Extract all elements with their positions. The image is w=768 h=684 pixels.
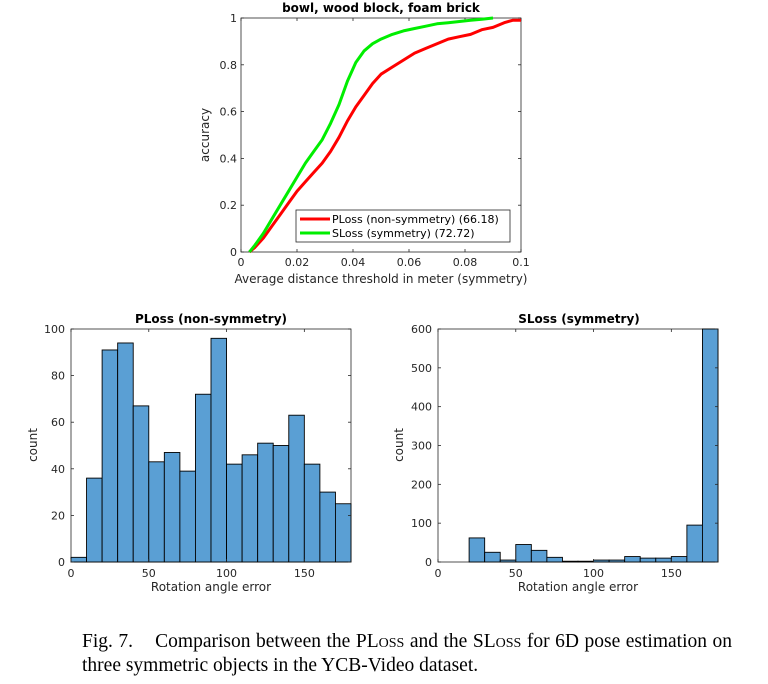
caption-label: Fig. 7.: [82, 631, 134, 652]
y-tick-label: 0: [58, 556, 65, 569]
histogram-bar: [226, 463, 243, 563]
x-tick-label: 0: [238, 256, 245, 269]
plot-area: [437, 328, 719, 563]
y-axis-label: count: [392, 428, 406, 462]
y-tick-label: 40: [51, 463, 65, 476]
histogram-bar: [686, 524, 703, 563]
caption-text-2: and the: [404, 631, 473, 652]
histogram-bar: [515, 544, 532, 563]
y-tick-label: 100: [411, 517, 432, 530]
legend-entry-ploss: PLoss (non-symmetry) (66.18): [332, 213, 499, 226]
figure-caption: Fig. 7. Comparison between the PLoss and…: [82, 630, 732, 678]
accuracy-line-chart: bowl, wood block, foam brick 0 0.02 0.04 0.…: [198, 1, 530, 286]
y-tick-label: 300: [411, 440, 432, 453]
histogram-bar: [608, 559, 626, 563]
y-tick-label: 0.8: [220, 59, 238, 72]
histogram-bar: [577, 560, 595, 563]
y-tick-label: 0: [230, 246, 237, 259]
histogram-bar: [303, 463, 321, 563]
chart-title: PLoss (non-symmetry): [135, 312, 287, 326]
x-tick-label: 150: [294, 567, 315, 580]
x-tick-label: 150: [661, 567, 682, 580]
y-tick-label: 500: [411, 362, 432, 375]
y-axis-label: accuracy: [198, 108, 212, 162]
ploss-histogram: PLoss (non-symmetry) 0 50 100 150 0 20 40 60 80 1…: [26, 312, 352, 594]
caption-text-3: for 6D pose estimation on three symmetri…: [82, 631, 733, 676]
histogram-bar: [117, 342, 134, 563]
histogram-bar: [334, 503, 352, 563]
legend-entry-sloss: SLoss (symmetry) (72.72): [332, 227, 475, 240]
histogram-bar: [484, 551, 501, 563]
y-tick-label: 200: [411, 478, 432, 491]
chart-title: bowl, wood block, foam brick: [282, 1, 481, 15]
y-tick-label: 0.2: [220, 199, 238, 212]
histogram-bar: [163, 452, 181, 563]
histogram-bar: [530, 549, 548, 563]
histogram-bar: [210, 337, 228, 563]
y-tick-label: 100: [44, 323, 65, 336]
y-tick-label: 600: [411, 323, 432, 336]
histogram-bar: [655, 557, 672, 563]
x-tick-label: 50: [509, 567, 523, 580]
y-tick-label: 0.6: [220, 106, 238, 119]
chart-title: SLoss (symmetry): [518, 312, 640, 326]
histogram-bar: [132, 405, 150, 563]
x-tick-label: 0.06: [397, 256, 422, 269]
y-tick-label: 0: [425, 556, 432, 569]
histogram-bar: [319, 491, 336, 563]
histogram-bar: [179, 470, 196, 563]
histogram-bar: [194, 393, 212, 563]
histogram-bar: [624, 556, 641, 563]
caption-ploss: PLoss: [355, 631, 405, 652]
y-tick-label: 400: [411, 401, 432, 414]
histogram-bar: [639, 557, 657, 563]
histogram-bar: [546, 556, 563, 563]
y-tick-label: 1: [230, 12, 237, 25]
histogram-bar: [561, 560, 579, 563]
x-tick-label: 0.1: [512, 256, 530, 269]
y-tick-label: 20: [51, 509, 65, 522]
x-axis-label: Rotation angle error: [518, 580, 638, 594]
histogram-bar: [257, 442, 274, 563]
legend: PLoss (non-symmetry) (66.18) SLoss (symm…: [295, 209, 511, 243]
caption-sloss: SLoss: [472, 631, 522, 652]
histogram-bar: [288, 414, 305, 563]
histogram-bar: [499, 559, 517, 563]
caption-text-1: Comparison between the: [155, 631, 356, 652]
series-line-ploss: [248, 18, 521, 254]
y-tick-label: 60: [51, 416, 65, 429]
legend-box: [295, 209, 511, 243]
histogram-bar: [70, 556, 88, 563]
histogram-bar: [670, 556, 688, 563]
histogram-bar: [468, 537, 486, 563]
series-line-sloss: [248, 16, 494, 253]
sloss-histogram: SLoss (symmetry) 0 50 100 150 0 100 200 300 400 5…: [392, 312, 719, 594]
x-tick-label: 100: [583, 567, 604, 580]
histogram-bar: [593, 559, 610, 563]
y-tick-label: 80: [51, 370, 65, 383]
x-axis-label: Rotation angle error: [151, 580, 271, 594]
histogram-bar: [101, 349, 119, 563]
histogram-bar: [241, 454, 259, 563]
histogram-bar: [272, 445, 290, 563]
x-tick-label: 50: [142, 567, 156, 580]
histogram-bar: [86, 477, 103, 563]
histogram-bar: [148, 461, 165, 563]
figure-canvas: bowl, wood block, foam brick 0 0.02 0.04 0.…: [26, 1, 719, 594]
x-tick-label: 0: [68, 567, 75, 580]
y-axis-label: count: [26, 428, 40, 462]
x-tick-label: 0.02: [285, 256, 310, 269]
x-tick-label: 0.04: [341, 256, 366, 269]
x-tick-label: 0.08: [453, 256, 478, 269]
x-tick-label: 100: [216, 567, 237, 580]
y-tick-label: 0.4: [220, 152, 238, 165]
x-axis-label: Average distance threshold in meter (sym…: [235, 272, 528, 286]
x-tick-label: 0: [435, 567, 442, 580]
